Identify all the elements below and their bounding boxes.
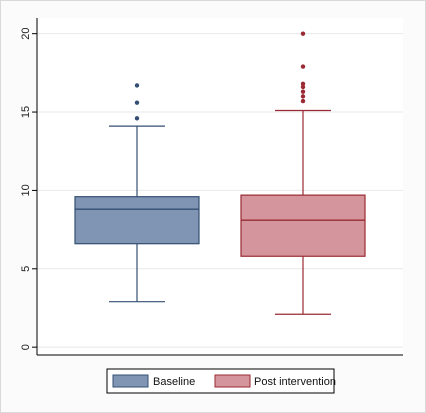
outlier-point [300,81,306,87]
box-baseline [74,196,200,245]
outlier-point [300,64,306,69]
legend-label: Post intervention [254,376,336,388]
y-axis: 0 5 10 15 20 [20,18,403,356]
outlier-point [134,83,140,88]
y-tick-label: 15 [20,106,32,118]
box-post-intervention [240,194,366,257]
y-tick-label: 5 [20,266,32,272]
boxes [74,31,366,315]
legend-label: Baseline [153,376,195,388]
outlier-point [300,89,306,94]
outlier-point [300,98,306,104]
outlier-point [134,100,140,105]
y-tick-label: 0 [20,344,32,350]
outlier-point [300,94,306,99]
grid-lines [37,33,403,348]
legend-swatch [214,374,251,388]
y-tick-label: 10 [20,184,32,196]
outlier-point [300,31,306,36]
plot-area [37,18,403,355]
legend-swatch [112,374,149,388]
y-tick-label: 20 [20,28,32,40]
outlier-point [300,84,306,90]
outlier-point [134,116,140,121]
legend: Baseline Post intervention [106,368,336,394]
